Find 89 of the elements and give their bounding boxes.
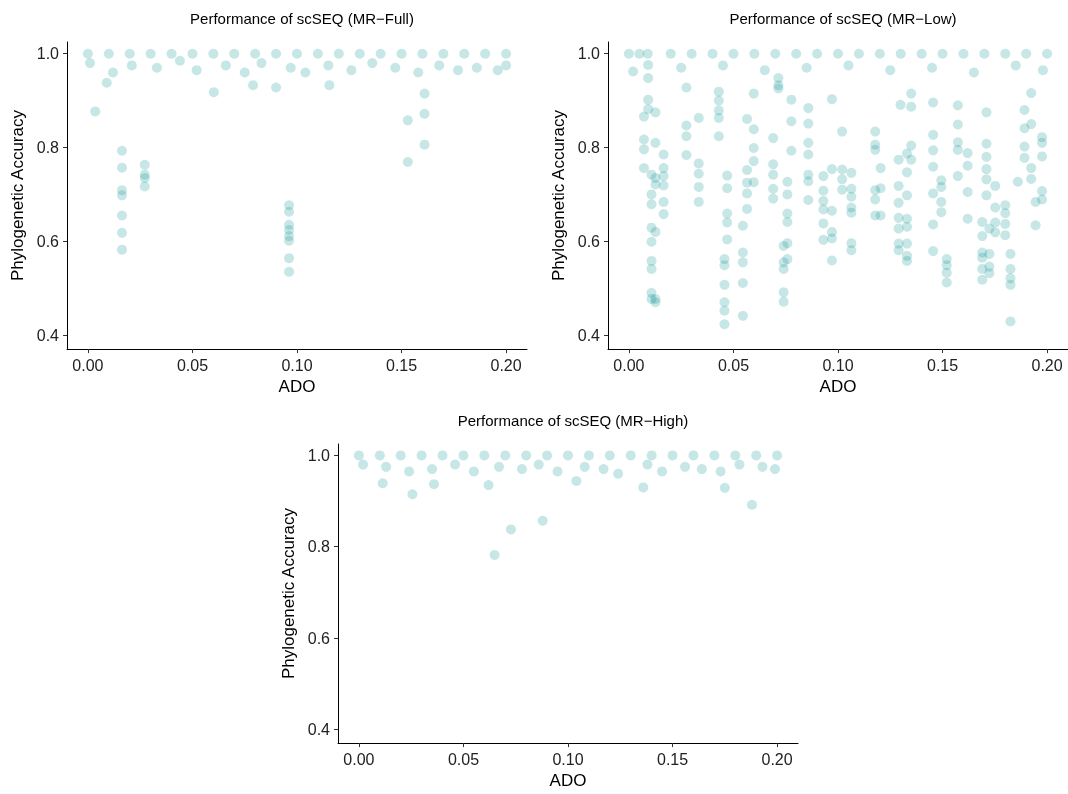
point (500, 450, 511, 461)
y-tick-label: 0.4 (307, 720, 331, 738)
x-tick-label: 0.20 (1031, 356, 1063, 374)
x-tick-label: 0.15 (926, 356, 959, 374)
point (381, 461, 392, 472)
point (521, 450, 532, 461)
point (428, 479, 439, 490)
point (657, 466, 668, 477)
y-tick-label: 0.6 (307, 629, 331, 647)
y-axis-title: Phylogenetic Accuracy (278, 507, 298, 680)
point (598, 464, 609, 475)
point (377, 478, 388, 489)
chart-title: Performance of scSEQ (MR−High) (457, 412, 689, 429)
x-tick-label: 0.10 (281, 356, 313, 374)
point (747, 499, 757, 510)
chart-title: Performance of scSEQ (MR−Low) (729, 10, 957, 27)
point (537, 515, 548, 526)
point (571, 475, 582, 486)
x-tick-label: 0.15 (385, 356, 418, 374)
point (642, 459, 653, 470)
point (583, 450, 594, 461)
point (734, 459, 745, 470)
point (427, 464, 438, 475)
point (563, 450, 573, 461)
point (494, 461, 504, 472)
point (517, 464, 527, 475)
y-axis-title: Phylogenetic Accuracy (548, 109, 568, 282)
point (489, 549, 500, 560)
x-tick-label: 0.00 (343, 750, 375, 768)
chart-title: Performance of scSEQ (MR−Full) (190, 10, 414, 27)
point (437, 450, 448, 461)
point (533, 459, 544, 470)
x-tick-label: 0.10 (822, 356, 854, 374)
point (552, 466, 563, 477)
y-axis-title: Phylogenetic Accuracy (7, 109, 27, 282)
y-tick-label: 1.0 (36, 45, 60, 63)
x-tick-label: 0.05 (447, 750, 480, 768)
point (696, 464, 707, 475)
y-tick-label: 0.4 (577, 326, 601, 344)
x-tick-label: 0.00 (72, 356, 104, 374)
point (667, 450, 678, 461)
y-tick-label: 0.8 (36, 138, 60, 156)
point (579, 461, 590, 472)
point (542, 450, 553, 461)
point (395, 450, 406, 461)
point (374, 450, 385, 461)
point (770, 464, 780, 475)
x-tick-label: 0.05 (176, 356, 209, 374)
point (751, 450, 762, 461)
point (479, 450, 490, 461)
point (468, 466, 479, 477)
y-tick-label: 0.4 (36, 326, 60, 344)
point (613, 468, 624, 479)
point (709, 450, 720, 461)
point (719, 482, 730, 493)
point (680, 461, 691, 472)
y-tick-label: 0.8 (577, 138, 601, 156)
point (404, 466, 415, 477)
x-axis-title: ADO (549, 771, 587, 790)
point (358, 459, 369, 470)
point (646, 450, 657, 461)
point (772, 450, 783, 461)
point (505, 524, 516, 535)
y-tick-label: 0.8 (307, 538, 331, 556)
point (638, 482, 649, 493)
y-tick-label: 0.6 (577, 232, 601, 250)
point (458, 450, 469, 461)
x-axis-title: ADO (819, 377, 857, 396)
x-tick-label: 0.05 (717, 356, 750, 374)
point (757, 461, 768, 472)
y-tick-label: 1.0 (307, 446, 331, 464)
point (715, 466, 726, 477)
point (730, 450, 741, 461)
x-tick-label: 0.10 (552, 750, 584, 768)
point (483, 480, 494, 491)
x-axis-title: ADO (278, 377, 316, 396)
x-tick-label: 0.20 (490, 356, 522, 374)
point (407, 489, 418, 500)
point (416, 450, 427, 461)
point (625, 450, 636, 461)
y-tick-label: 1.0 (577, 45, 601, 63)
x-tick-label: 0.15 (656, 750, 689, 768)
point (450, 459, 461, 470)
point (604, 450, 615, 461)
x-tick-label: 0.20 (761, 750, 793, 768)
y-tick-label: 0.6 (36, 232, 60, 250)
point (688, 450, 699, 461)
point (353, 450, 364, 461)
x-tick-label: 0.00 (613, 356, 645, 374)
